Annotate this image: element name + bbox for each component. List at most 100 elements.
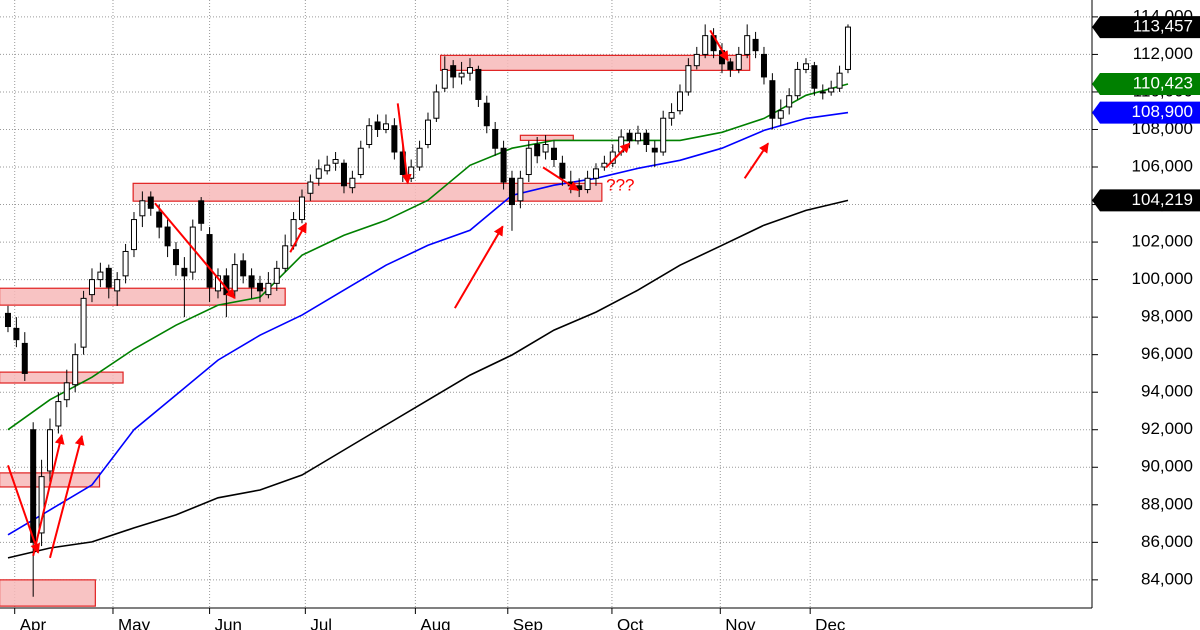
y-tick-label: 90,000 — [1141, 457, 1193, 476]
candle-body — [315, 168, 322, 179]
candle-body — [626, 132, 633, 142]
candle-body — [206, 234, 213, 288]
y-tick-label: 94,000 — [1141, 382, 1193, 401]
candle-body — [769, 80, 776, 119]
x-tick-label: Jul — [310, 615, 332, 630]
candle-body — [391, 125, 398, 153]
y-tick-label: 106,000 — [1132, 156, 1193, 175]
candle-body — [433, 91, 440, 119]
x-tick-label: May — [118, 615, 151, 630]
candle-body — [786, 95, 793, 108]
candle-body — [172, 249, 179, 266]
price-zone — [439, 54, 751, 71]
annotation-text: ??? — [606, 175, 634, 194]
candle-body — [349, 177, 356, 189]
candle-body — [660, 117, 667, 153]
candle-body — [500, 147, 507, 183]
candle-body — [559, 162, 566, 179]
candle-body — [752, 38, 759, 52]
candle-body — [164, 226, 171, 247]
candle-body — [685, 65, 692, 93]
candle-body — [517, 177, 524, 202]
candle-body — [63, 382, 70, 401]
annotation-arrow — [396, 103, 412, 185]
candle-body — [105, 267, 112, 288]
candle-body — [374, 121, 381, 130]
candle-body — [382, 123, 389, 130]
annotation-arrow — [49, 434, 85, 559]
ma-last-label: 110,423 — [1133, 73, 1193, 92]
ma-last-label-box — [1092, 101, 1200, 124]
price-zone — [0, 287, 286, 306]
candle-body — [4, 312, 11, 328]
candle-body — [802, 63, 809, 70]
candle-body — [693, 53, 700, 67]
annotation-arrow — [453, 225, 504, 309]
ma-last-label: 108,900 — [1132, 102, 1193, 121]
candle-body — [702, 35, 709, 55]
candle-body — [139, 200, 146, 217]
annotation-arrow — [605, 142, 631, 169]
candle-body — [46, 429, 53, 472]
candle-body — [282, 245, 289, 269]
candle-body — [265, 282, 272, 296]
candle-body — [72, 354, 79, 386]
candle-body — [668, 112, 675, 119]
x-tick-label: Jun — [215, 615, 242, 630]
candle-body — [475, 68, 482, 100]
candle-body — [214, 275, 221, 292]
candle-body — [550, 147, 557, 161]
candle-body — [122, 250, 129, 277]
candle-body — [181, 267, 188, 277]
candle-body — [542, 143, 549, 153]
ma-last-label-box — [1092, 189, 1200, 212]
moving-average — [7, 83, 849, 431]
ma-last-label: 104,219 — [1132, 190, 1193, 209]
candle-body — [844, 26, 851, 70]
y-tick-label: 86,000 — [1141, 532, 1193, 551]
candle-body — [240, 260, 247, 277]
candle-body — [332, 159, 339, 164]
y-tick-label: 108,000 — [1132, 119, 1193, 138]
x-tick-label: Apr — [20, 615, 47, 630]
candle-body — [38, 476, 45, 534]
candle-body — [760, 53, 767, 78]
annotation-arrow — [743, 142, 770, 179]
candle-body — [777, 110, 784, 119]
candle-body — [836, 72, 843, 89]
price-zone — [519, 134, 574, 141]
y-tick-label: 100,000 — [1132, 269, 1193, 288]
candle-body — [744, 35, 751, 55]
candle-body — [450, 65, 457, 78]
y-tick-label: 92,000 — [1141, 419, 1193, 438]
price-zone — [0, 579, 96, 607]
annotation-arrow — [32, 434, 65, 557]
candle-body — [735, 53, 742, 70]
candle-body — [534, 143, 541, 157]
candle-body — [273, 267, 280, 284]
candle-body — [424, 119, 431, 145]
candle-body — [97, 271, 104, 281]
candle-body — [676, 91, 683, 112]
candle-body — [416, 147, 423, 168]
candle-body — [55, 401, 62, 427]
candle-body — [30, 429, 37, 543]
annotation-arrow — [289, 222, 308, 253]
moving-average — [7, 111, 849, 536]
candle-body — [819, 91, 826, 94]
candle-body — [248, 275, 255, 288]
candle-body — [114, 279, 121, 292]
annotation-arrow — [7, 465, 41, 554]
candle-body — [21, 342, 28, 374]
x-tick-label: Aug — [420, 615, 450, 630]
candle-body — [651, 147, 658, 153]
candle-body — [147, 196, 154, 209]
x-tick-label: Nov — [725, 615, 756, 630]
candle-body — [156, 211, 163, 228]
candle-body — [357, 147, 364, 176]
candle-body — [88, 279, 95, 296]
candle-body — [80, 297, 87, 348]
candle-body — [458, 72, 465, 78]
candle-body — [130, 219, 137, 251]
